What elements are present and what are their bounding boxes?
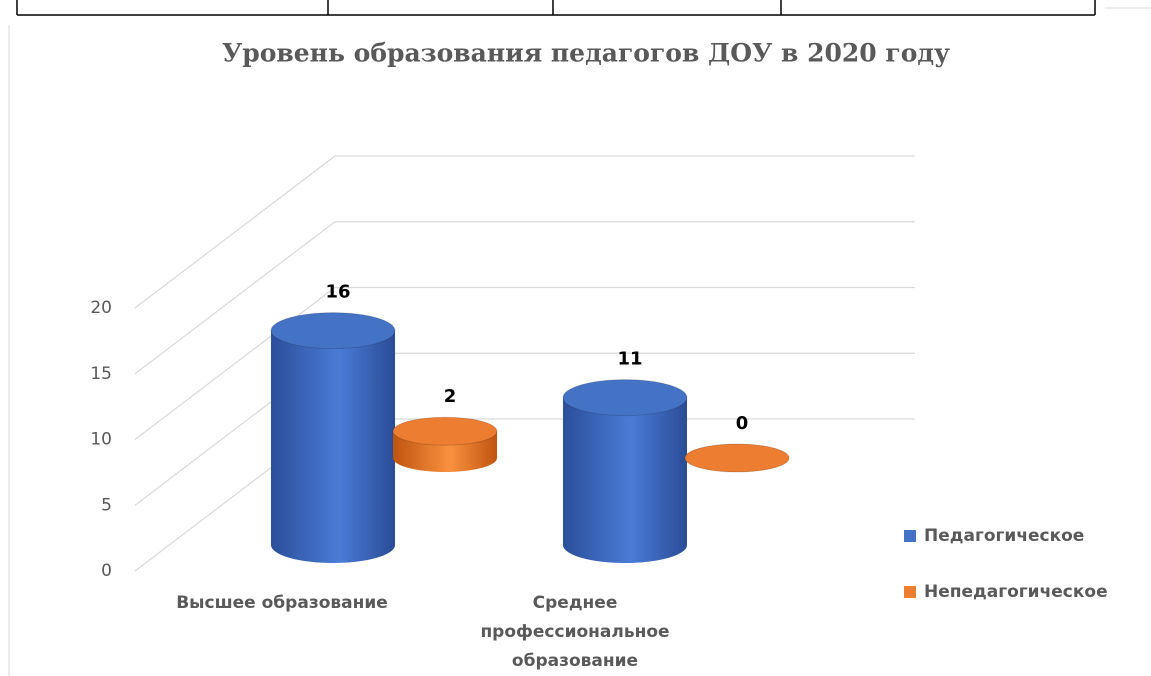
grid-line: [134, 286, 915, 440]
bar-top: [684, 443, 790, 473]
data-label: 11: [617, 349, 642, 370]
y-tick-label: 5: [101, 495, 112, 515]
data-label: 16: [325, 282, 350, 303]
grid-line: [134, 418, 915, 572]
chart-title: Уровень образования педагогов ДОУ в 2020…: [222, 39, 950, 68]
bar-top: [392, 416, 498, 446]
legend-swatch: [904, 586, 916, 598]
legend-swatch: [904, 530, 916, 542]
grid-line: [134, 155, 915, 309]
bar: [270, 312, 396, 563]
bar-body: [271, 330, 395, 545]
data-label: 2: [444, 386, 457, 407]
x-tick-label: Высшее образование: [176, 593, 388, 613]
bar-body: [563, 397, 687, 545]
grid-line: [134, 221, 915, 375]
y-tick-label: 20: [90, 298, 112, 318]
bar: [392, 416, 498, 472]
y-tick-label: 10: [90, 430, 112, 450]
y-tick-label: 0: [101, 561, 112, 581]
legend-label: Непедагогическое: [924, 582, 1108, 602]
bar: [684, 443, 790, 473]
data-label: 0: [736, 413, 749, 434]
bar-top: [562, 379, 688, 417]
y-tick-label: 15: [90, 364, 112, 384]
bar-top: [270, 312, 396, 350]
page-table-border: [16, 0, 1096, 16]
bar: [562, 379, 688, 563]
legend-label: Педагогическое: [924, 526, 1084, 546]
x-tick-label: Среднее профессиональное образование: [480, 593, 669, 671]
